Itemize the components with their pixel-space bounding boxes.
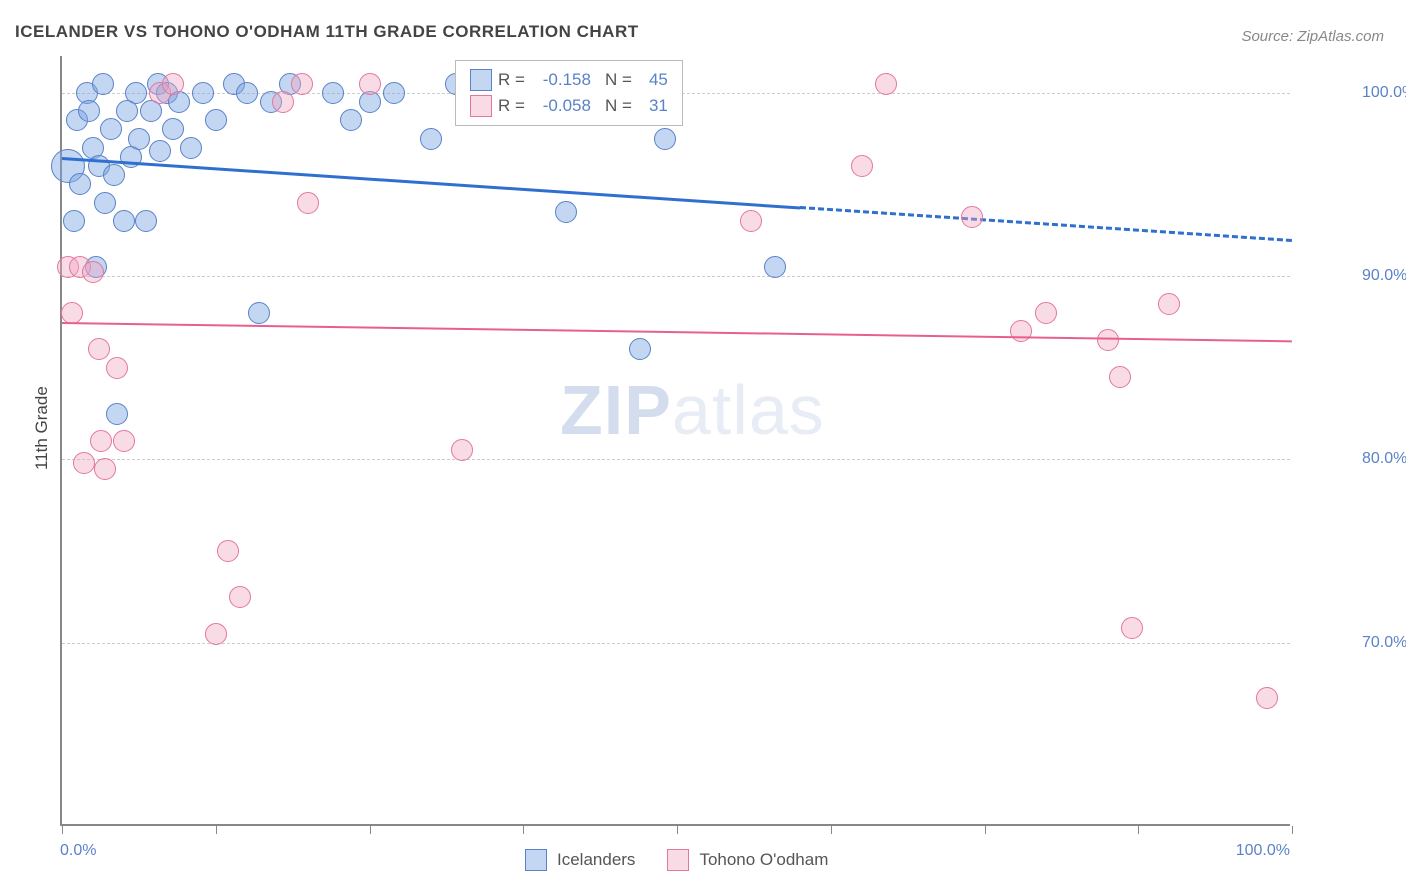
legend-swatch	[470, 69, 492, 91]
y-tick-label: 90.0%	[1362, 267, 1406, 285]
data-point	[180, 137, 202, 159]
x-tick	[62, 826, 63, 834]
data-point	[272, 91, 294, 113]
y-axis-label: 11th Grade	[32, 386, 52, 470]
x-tick	[677, 826, 678, 834]
x-tick	[216, 826, 217, 834]
data-point	[94, 192, 116, 214]
data-point	[217, 540, 239, 562]
gridline	[62, 643, 1290, 644]
data-point	[420, 128, 442, 150]
data-point	[340, 109, 362, 131]
data-point	[764, 256, 786, 278]
data-point	[92, 73, 114, 95]
data-point	[88, 338, 110, 360]
series-legend: Icelanders Tohono O'odham	[525, 849, 850, 871]
data-point	[135, 210, 157, 232]
legend-swatch	[667, 849, 689, 871]
plot-area: 70.0%80.0%90.0%100.0%	[60, 56, 1290, 826]
data-point	[1097, 329, 1119, 351]
data-point	[248, 302, 270, 324]
data-point	[106, 357, 128, 379]
data-point	[69, 173, 91, 195]
y-tick-label: 70.0%	[1362, 634, 1406, 652]
data-point	[1256, 687, 1278, 709]
data-point	[90, 430, 112, 452]
data-point	[875, 73, 897, 95]
data-point	[555, 201, 577, 223]
data-point	[629, 338, 651, 360]
legend-n-value: 45	[638, 67, 668, 93]
data-point	[654, 128, 676, 150]
data-point	[103, 164, 125, 186]
data-point	[740, 210, 762, 232]
x-tick-label: 0.0%	[60, 842, 96, 860]
x-tick	[831, 826, 832, 834]
y-tick-label: 100.0%	[1362, 84, 1406, 102]
legend-r-label: R =	[498, 67, 525, 93]
data-point	[192, 82, 214, 104]
data-point	[451, 439, 473, 461]
legend-row: R =-0.158 N =45	[470, 67, 668, 93]
data-point	[94, 458, 116, 480]
trend-line	[800, 206, 1292, 242]
legend-series-label: Icelanders	[557, 850, 635, 870]
data-point	[82, 261, 104, 283]
x-tick	[985, 826, 986, 834]
data-point	[383, 82, 405, 104]
data-point	[162, 73, 184, 95]
x-tick	[370, 826, 371, 834]
legend-swatch	[470, 95, 492, 117]
data-point	[113, 210, 135, 232]
data-point	[322, 82, 344, 104]
data-point	[1158, 293, 1180, 315]
x-tick	[523, 826, 524, 834]
data-point	[1010, 320, 1032, 342]
data-point	[149, 140, 171, 162]
data-point	[1035, 302, 1057, 324]
y-tick-label: 80.0%	[1362, 450, 1406, 468]
data-point	[1121, 617, 1143, 639]
legend-n-label: N =	[605, 67, 632, 93]
data-point	[229, 586, 251, 608]
chart-title: ICELANDER VS TOHONO O'ODHAM 11TH GRADE C…	[15, 22, 639, 42]
legend-series-label: Tohono O'odham	[699, 850, 828, 870]
data-point	[205, 109, 227, 131]
data-point	[106, 403, 128, 425]
legend-r-value: -0.058	[531, 93, 591, 119]
x-tick	[1138, 826, 1139, 834]
data-point	[78, 100, 100, 122]
source-attribution: Source: ZipAtlas.com	[1241, 28, 1384, 45]
legend-row: R =-0.058 N =31	[470, 93, 668, 119]
data-point	[125, 82, 147, 104]
data-point	[128, 128, 150, 150]
data-point	[961, 206, 983, 228]
x-tick-label: 100.0%	[1236, 842, 1290, 860]
data-point	[1109, 366, 1131, 388]
data-point	[205, 623, 227, 645]
gridline	[62, 276, 1290, 277]
data-point	[113, 430, 135, 452]
correlation-legend: R =-0.158 N =45 R =-0.058 N =31	[455, 60, 683, 126]
x-tick	[1292, 826, 1293, 834]
data-point	[291, 73, 313, 95]
data-point	[236, 82, 258, 104]
legend-r-label: R =	[498, 93, 525, 119]
legend-n-value: 31	[638, 93, 668, 119]
trend-line	[62, 157, 800, 209]
data-point	[73, 452, 95, 474]
legend-r-value: -0.158	[531, 67, 591, 93]
data-point	[359, 73, 381, 95]
gridline	[62, 459, 1290, 460]
data-point	[63, 210, 85, 232]
legend-swatch	[525, 849, 547, 871]
data-point	[61, 302, 83, 324]
data-point	[297, 192, 319, 214]
data-point	[100, 118, 122, 140]
legend-n-label: N =	[605, 93, 632, 119]
data-point	[162, 118, 184, 140]
data-point	[851, 155, 873, 177]
